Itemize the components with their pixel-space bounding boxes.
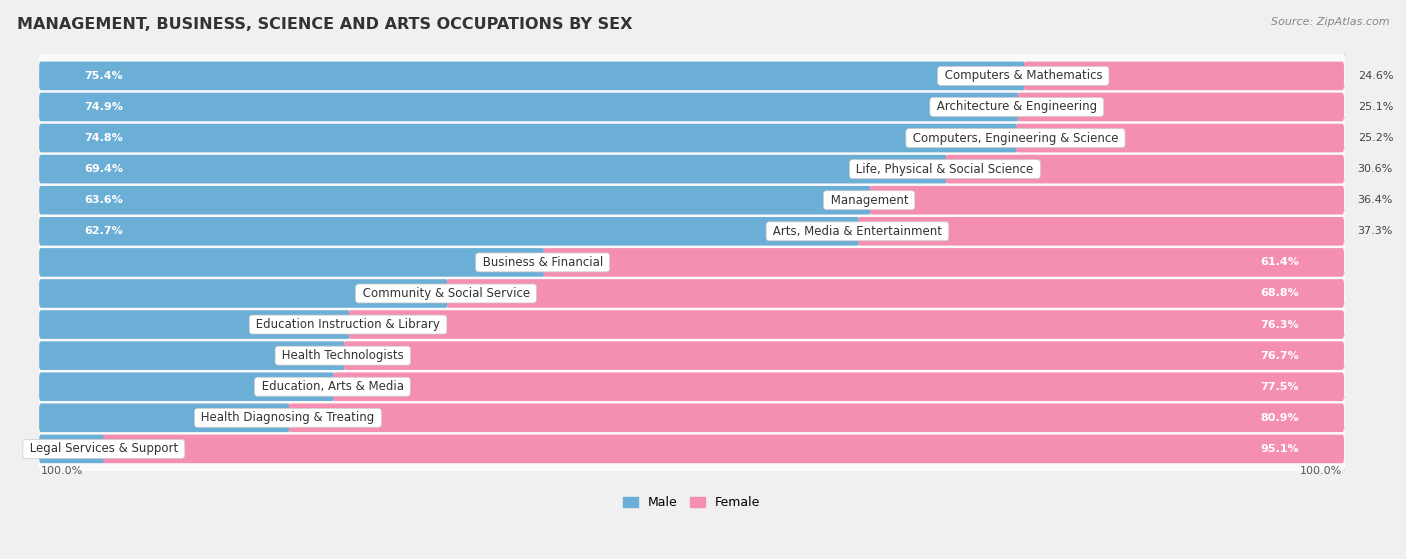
- FancyBboxPatch shape: [39, 186, 872, 215]
- FancyBboxPatch shape: [39, 434, 105, 463]
- FancyBboxPatch shape: [39, 372, 335, 401]
- FancyBboxPatch shape: [37, 364, 1346, 409]
- FancyBboxPatch shape: [447, 279, 1344, 308]
- Text: MANAGEMENT, BUSINESS, SCIENCE AND ARTS OCCUPATIONS BY SEX: MANAGEMENT, BUSINESS, SCIENCE AND ARTS O…: [17, 17, 633, 32]
- Text: 74.9%: 74.9%: [84, 102, 124, 112]
- Text: 36.4%: 36.4%: [1358, 195, 1393, 205]
- Text: 100.0%: 100.0%: [1299, 466, 1341, 476]
- Text: 63.6%: 63.6%: [84, 195, 122, 205]
- Text: 22.5%: 22.5%: [284, 382, 319, 392]
- Text: 76.7%: 76.7%: [1260, 350, 1299, 361]
- FancyBboxPatch shape: [37, 333, 1346, 378]
- Text: Business & Financial: Business & Financial: [478, 256, 606, 269]
- FancyBboxPatch shape: [543, 248, 1344, 277]
- FancyBboxPatch shape: [333, 372, 1344, 401]
- Text: Computers & Mathematics: Computers & Mathematics: [941, 69, 1107, 82]
- FancyBboxPatch shape: [39, 124, 1018, 153]
- Text: 62.7%: 62.7%: [84, 226, 122, 236]
- FancyBboxPatch shape: [37, 302, 1346, 347]
- FancyBboxPatch shape: [37, 240, 1346, 285]
- Text: Management: Management: [827, 194, 912, 207]
- Text: Life, Physical & Social Science: Life, Physical & Social Science: [852, 163, 1038, 176]
- Text: 68.8%: 68.8%: [1260, 288, 1299, 299]
- Text: Health Diagnosing & Treating: Health Diagnosing & Treating: [197, 411, 378, 424]
- Text: Education Instruction & Library: Education Instruction & Library: [252, 318, 444, 331]
- Text: 24.6%: 24.6%: [1358, 71, 1393, 81]
- Text: Community & Social Service: Community & Social Service: [359, 287, 533, 300]
- Text: Legal Services & Support: Legal Services & Support: [25, 442, 181, 456]
- Text: 80.9%: 80.9%: [1260, 413, 1299, 423]
- Text: 74.8%: 74.8%: [84, 133, 122, 143]
- Text: Architecture & Engineering: Architecture & Engineering: [932, 101, 1101, 113]
- FancyBboxPatch shape: [1017, 124, 1344, 153]
- FancyBboxPatch shape: [39, 217, 859, 245]
- FancyBboxPatch shape: [37, 146, 1346, 192]
- Text: Education, Arts & Media: Education, Arts & Media: [257, 380, 408, 393]
- FancyBboxPatch shape: [288, 404, 1344, 432]
- Text: 76.3%: 76.3%: [1260, 320, 1299, 330]
- Text: 25.2%: 25.2%: [1358, 133, 1393, 143]
- Text: 75.4%: 75.4%: [84, 71, 122, 81]
- FancyBboxPatch shape: [343, 342, 1344, 370]
- Text: Health Technologists: Health Technologists: [278, 349, 408, 362]
- FancyBboxPatch shape: [37, 209, 1346, 254]
- Text: 19.1%: 19.1%: [239, 413, 276, 423]
- FancyBboxPatch shape: [1018, 93, 1344, 121]
- FancyBboxPatch shape: [37, 53, 1346, 98]
- Text: 5.0%: 5.0%: [62, 444, 91, 454]
- FancyBboxPatch shape: [37, 178, 1346, 222]
- FancyBboxPatch shape: [1024, 61, 1344, 90]
- FancyBboxPatch shape: [870, 186, 1344, 215]
- FancyBboxPatch shape: [858, 217, 1344, 245]
- FancyBboxPatch shape: [39, 61, 1025, 90]
- FancyBboxPatch shape: [37, 395, 1346, 440]
- Text: 95.1%: 95.1%: [1260, 444, 1299, 454]
- Text: 38.6%: 38.6%: [495, 257, 530, 267]
- Text: 100.0%: 100.0%: [41, 466, 83, 476]
- FancyBboxPatch shape: [37, 427, 1346, 471]
- FancyBboxPatch shape: [37, 271, 1346, 316]
- Text: 30.6%: 30.6%: [1358, 164, 1393, 174]
- FancyBboxPatch shape: [39, 248, 544, 277]
- Text: Computers, Engineering & Science: Computers, Engineering & Science: [908, 131, 1122, 145]
- FancyBboxPatch shape: [103, 434, 1344, 463]
- Text: 25.1%: 25.1%: [1358, 102, 1393, 112]
- FancyBboxPatch shape: [349, 310, 1344, 339]
- Text: 37.3%: 37.3%: [1358, 226, 1393, 236]
- Text: 77.5%: 77.5%: [1260, 382, 1299, 392]
- Text: 69.4%: 69.4%: [84, 164, 124, 174]
- Text: 61.4%: 61.4%: [1260, 257, 1299, 267]
- Text: 31.2%: 31.2%: [398, 288, 433, 299]
- FancyBboxPatch shape: [946, 155, 1344, 183]
- Text: Arts, Media & Entertainment: Arts, Media & Entertainment: [769, 225, 946, 238]
- Legend: Male, Female: Male, Female: [617, 491, 765, 514]
- Text: Source: ZipAtlas.com: Source: ZipAtlas.com: [1271, 17, 1389, 27]
- FancyBboxPatch shape: [39, 155, 946, 183]
- FancyBboxPatch shape: [39, 310, 350, 339]
- FancyBboxPatch shape: [37, 84, 1346, 130]
- FancyBboxPatch shape: [39, 279, 449, 308]
- Text: 23.7%: 23.7%: [299, 320, 335, 330]
- Text: 23.3%: 23.3%: [294, 350, 330, 361]
- FancyBboxPatch shape: [39, 93, 1019, 121]
- FancyBboxPatch shape: [39, 404, 290, 432]
- FancyBboxPatch shape: [37, 116, 1346, 160]
- FancyBboxPatch shape: [39, 342, 344, 370]
